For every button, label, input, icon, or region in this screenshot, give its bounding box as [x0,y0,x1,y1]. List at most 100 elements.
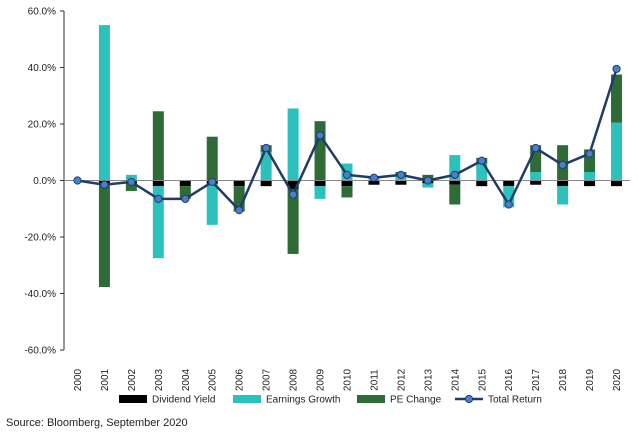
x-tick-label: 2015 [477,368,488,391]
total-return-point-2008 [288,190,298,199]
total-return-layer [73,64,621,215]
bar-pe-change-2019 [584,149,596,173]
bar-dividend-yield-2011 [368,180,380,185]
total-return-point-2004 [181,194,190,203]
x-tick-label: 2010 [343,368,354,391]
x-tick-label: 2020 [612,368,623,391]
total-return-point-2007 [262,143,271,153]
y-tick-label: -40.0% [24,289,56,300]
x-tick-label: 2000 [73,368,84,391]
total-return-point-2019 [585,149,594,158]
legend-swatch-pe-change [357,395,385,403]
total-return-point-2015 [477,156,486,165]
total-return-point-2000 [73,176,82,185]
bar-earnings-growth-2005 [206,183,218,225]
y-tick-label: 40.0% [28,63,56,74]
total-return-point-2016 [504,200,513,209]
bar-earnings-growth-2015 [476,163,488,181]
y-tick-label: -20.0% [24,233,56,244]
source-note: Source: Bloomberg, September 2020 [6,417,188,429]
total-return-point-2018 [558,160,567,170]
x-tick-label: 2001 [100,368,111,391]
y-tick-label: 20.0% [28,120,56,131]
legend-label-dividend-yield: Dividend Yield [152,395,215,406]
bar-dividend-yield-2017 [530,180,542,185]
bar-dividend-yield-2009 [314,180,326,187]
bar-dividend-yield-2016 [503,180,515,187]
total-return-point-2010 [342,170,352,179]
total-return-point-2012 [396,170,406,179]
bar-pe-change-2002 [125,183,137,191]
bar-earnings-growth-2001 [98,25,110,181]
bar-dividend-yield-2006 [233,180,245,187]
y-axis: 60.0% 40.0% 20.0% 0.0% -20.0% -40.0% -60.0% [24,7,65,357]
chart: 60.0% 40.0% 20.0% 0.0% -20.0% -40.0% -60.0% 20… [24,7,630,406]
bar-pe-change-2005 [206,136,218,181]
bar-dividend-yield-2012 [395,180,407,185]
legend-label-earnings-growth: Earnings Growth [266,395,340,406]
bar-earnings-growth-2009 [314,186,326,199]
legend-swatch-earnings-growth [233,395,261,403]
x-tick-label: 2014 [450,368,461,391]
bar-earnings-growth-2013 [422,183,434,188]
bar-pe-change-2010 [341,186,353,198]
bar-dividend-yield-2007 [260,180,272,187]
total-return-point-2011 [369,173,379,182]
x-tick-label: 2019 [585,368,596,391]
x-tick-label: 2005 [208,368,219,391]
total-return-point-2013 [423,176,432,185]
bar-dividend-yield-2019 [584,180,596,187]
bar-earnings-growth-2008 [287,108,299,181]
bar-dividend-yield-2020 [611,180,623,187]
x-tick-label: 2011 [369,369,380,391]
bar-pe-change-2004 [179,186,191,199]
x-tick-label: 2017 [531,368,542,391]
bar-dividend-yield-2010 [341,180,353,187]
total-return-point-2002 [127,177,136,187]
x-tick-label: 2004 [181,368,192,391]
bar-pe-change-2006 [233,186,245,212]
x-axis: 2000 2001 2002 2003 2004 2005 2006 2007 2008 2009… [73,368,623,391]
bar-earnings-growth-2020 [611,122,623,181]
bar-earnings-growth-2014 [449,155,461,181]
x-tick-label: 2002 [127,368,138,391]
bar-earnings-growth-2002 [125,174,137,181]
total-return-point-2001 [100,180,109,189]
bar-pe-change-2014 [449,184,461,205]
legend-marker-total-return [464,394,474,404]
total-return-point-2009 [315,131,325,140]
bar-dividend-yield-2015 [476,180,488,187]
bar-earnings-growth-2007 [260,152,272,181]
bar-pe-change-2003 [152,111,164,181]
x-tick-label: 2012 [396,368,407,391]
bar-pe-change-2001 [98,183,110,288]
x-tick-label: 2013 [423,368,434,391]
legend-swatch-dividend-yield [119,395,147,403]
bar-dividend-yield-2004 [179,180,191,187]
x-tick-label: 2008 [289,368,300,391]
x-tick-label: 2007 [262,368,273,391]
bar-pe-change-2009 [314,121,326,181]
bar-dividend-yield-2003 [152,180,164,187]
total-return-point-2006 [235,206,244,215]
x-tick-label: 2009 [316,368,327,391]
legend: Dividend Yield Earnings Growth PE Change To… [119,395,542,406]
bar-pe-change-2020 [611,74,623,123]
y-tick-label: 60.0% [28,7,56,18]
total-return-point-2017 [531,143,540,153]
bar-earnings-growth-2016 [503,186,515,208]
bar-earnings-growth-2017 [530,172,542,181]
x-tick-label: 2016 [504,368,515,391]
x-tick-label: 2006 [235,368,246,391]
legend-label-total-return: Total Return [488,395,542,406]
bar-earnings-growth-2018 [557,186,569,205]
bar-dividend-yield-2008 [287,180,299,189]
total-return-point-2005 [208,177,217,187]
x-tick-label: 2018 [558,368,569,391]
bar-earnings-growth-2019 [584,172,596,181]
bar-pe-change-2017 [530,145,542,173]
total-return-point-2003 [154,194,163,203]
bars-layer [98,25,623,288]
bar-earnings-growth-2003 [152,186,164,259]
x-tick-label: 2003 [154,368,165,391]
